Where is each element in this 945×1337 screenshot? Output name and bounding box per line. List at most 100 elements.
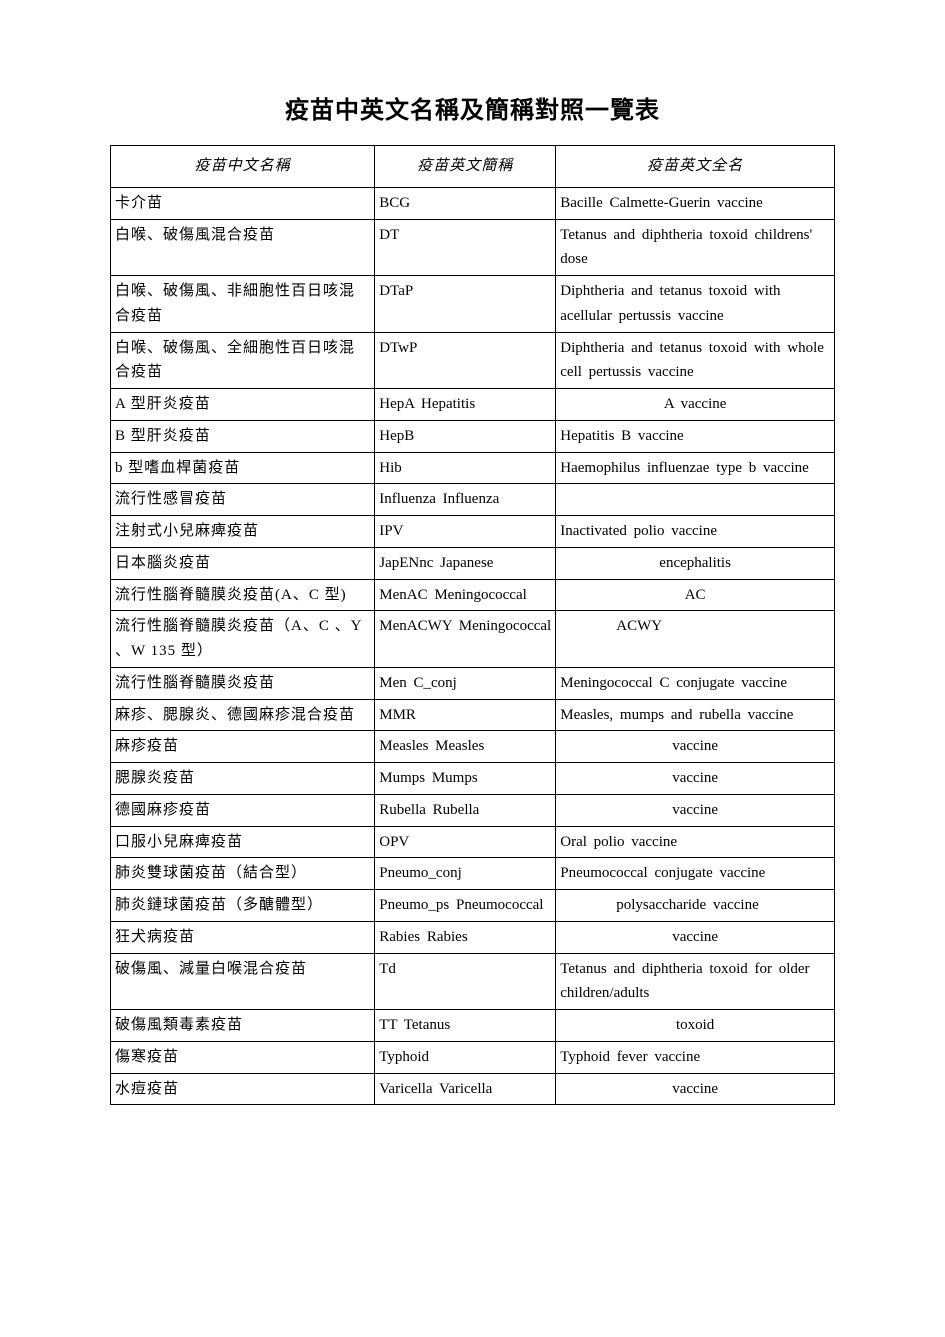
table-row: b 型嗜血桿菌疫苗HibHaemophilus influenzae type … xyxy=(111,452,835,484)
table-row: 流行性腦脊髓膜炎疫苗Men C_conjMeningococcal C conj… xyxy=(111,667,835,699)
cell-abbr: JapENnc Japanese xyxy=(375,547,556,579)
cell-full-name: polysaccharide vaccine xyxy=(556,890,835,922)
cell-abbr: DT xyxy=(375,219,556,276)
cell-abbr: Influenza Influenza xyxy=(375,484,556,516)
cell-cn-name: 流行性腦脊髓膜炎疫苗 xyxy=(111,667,375,699)
cell-full-name: vaccine xyxy=(556,794,835,826)
cell-cn-name: 德國麻疹疫苗 xyxy=(111,794,375,826)
cell-abbr: Mumps Mumps xyxy=(375,763,556,795)
cell-cn-name: A 型肝炎疫苗 xyxy=(111,389,375,421)
cell-cn-name: 麻疹疫苗 xyxy=(111,731,375,763)
table-row: 注射式小兒麻痺疫苗IPVInactivated polio vaccine xyxy=(111,516,835,548)
table-row: 卡介苗BCGBacille Calmette-Guerin vaccine xyxy=(111,187,835,219)
table-row: A 型肝炎疫苗HepA HepatitisA vaccine xyxy=(111,389,835,421)
cell-abbr: IPV xyxy=(375,516,556,548)
cell-cn-name: 流行性腦脊髓膜炎疫苗(A、C 型) xyxy=(111,579,375,611)
cell-full-name: A vaccine xyxy=(556,389,835,421)
cell-full-name: encephalitis xyxy=(556,547,835,579)
table-row: 日本腦炎疫苗JapENnc Japaneseencephalitis xyxy=(111,547,835,579)
table-row: 流行性腦脊髓膜炎疫苗（A、C 、Y 、W 135 型）MenACWY Menin… xyxy=(111,611,835,668)
table-row: 口服小兒麻痺疫苗OPVOral polio vaccine xyxy=(111,826,835,858)
table-row: 德國麻疹疫苗Rubella Rubellavaccine xyxy=(111,794,835,826)
table-header-row: 疫苗中文名稱 疫苗英文簡稱 疫苗英文全名 xyxy=(111,146,835,188)
cell-cn-name: 白喉、破傷風混合疫苗 xyxy=(111,219,375,276)
table-row: 腮腺炎疫苗Mumps Mumpsvaccine xyxy=(111,763,835,795)
cell-cn-name: 破傷風、減量白喉混合疫苗 xyxy=(111,953,375,1010)
table-row: 白喉、破傷風、非細胞性百日咳混合疫苗DTaPDiphtheria and tet… xyxy=(111,276,835,333)
cell-cn-name: 流行性感冒疫苗 xyxy=(111,484,375,516)
table-row: 破傷風、減量白喉混合疫苗TdTetanus and diphtheria tox… xyxy=(111,953,835,1010)
table-row: 傷寒疫苗TyphoidTyphoid fever vaccine xyxy=(111,1041,835,1073)
cell-abbr: DTwP xyxy=(375,332,556,389)
cell-cn-name: 白喉、破傷風、全細胞性百日咳混合疫苗 xyxy=(111,332,375,389)
cell-abbr: MMR xyxy=(375,699,556,731)
cell-full-name: Bacille Calmette-Guerin vaccine xyxy=(556,187,835,219)
cell-full-name: Typhoid fever vaccine xyxy=(556,1041,835,1073)
table-row: 流行性腦脊髓膜炎疫苗(A、C 型)MenAC MeningococcalAC xyxy=(111,579,835,611)
table-row: B 型肝炎疫苗HepBHepatitis B vaccine xyxy=(111,420,835,452)
cell-full-name: vaccine xyxy=(556,763,835,795)
cell-full-name: Meningococcal C conjugate vaccine xyxy=(556,667,835,699)
cell-abbr: Pneumo_ps Pneumococcal xyxy=(375,890,556,922)
cell-abbr: Typhoid xyxy=(375,1041,556,1073)
cell-full-name: ACWY xyxy=(556,611,835,668)
cell-abbr: DTaP xyxy=(375,276,556,333)
cell-full-name: Hepatitis B vaccine xyxy=(556,420,835,452)
table-row: 破傷風類毒素疫苗TT Tetanustoxoid xyxy=(111,1010,835,1042)
cell-full-name: Diphtheria and tetanus toxoid with acell… xyxy=(556,276,835,333)
cell-full-name: Inactivated polio vaccine xyxy=(556,516,835,548)
cell-cn-name: 破傷風類毒素疫苗 xyxy=(111,1010,375,1042)
cell-full-name: Oral polio vaccine xyxy=(556,826,835,858)
cell-abbr: BCG xyxy=(375,187,556,219)
cell-cn-name: 腮腺炎疫苗 xyxy=(111,763,375,795)
cell-full-name: toxoid xyxy=(556,1010,835,1042)
cell-full-name: Measles, mumps and rubella vaccine xyxy=(556,699,835,731)
cell-abbr: Measles Measles xyxy=(375,731,556,763)
cell-cn-name: 肺炎鏈球菌疫苗（多醣體型） xyxy=(111,890,375,922)
col-header-full: 疫苗英文全名 xyxy=(556,146,835,188)
cell-full-name: Diphtheria and tetanus toxoid with whole… xyxy=(556,332,835,389)
cell-cn-name: 流行性腦脊髓膜炎疫苗（A、C 、Y 、W 135 型） xyxy=(111,611,375,668)
cell-abbr: Men C_conj xyxy=(375,667,556,699)
cell-cn-name: 麻疹、腮腺炎、德國麻疹混合疫苗 xyxy=(111,699,375,731)
cell-abbr: Td xyxy=(375,953,556,1010)
cell-abbr: Pneumo_conj xyxy=(375,858,556,890)
cell-full-name: vaccine xyxy=(556,731,835,763)
cell-cn-name: 肺炎雙球菌疫苗（結合型） xyxy=(111,858,375,890)
col-header-abbr: 疫苗英文簡稱 xyxy=(375,146,556,188)
table-row: 白喉、破傷風混合疫苗DTTetanus and diphtheria toxoi… xyxy=(111,219,835,276)
cell-cn-name: 卡介苗 xyxy=(111,187,375,219)
cell-abbr: Hib xyxy=(375,452,556,484)
cell-cn-name: 白喉、破傷風、非細胞性百日咳混合疫苗 xyxy=(111,276,375,333)
page-title: 疫苗中英文名稱及簡稱對照一覽表 xyxy=(110,90,835,125)
table-row: 麻疹疫苗Measles Measlesvaccine xyxy=(111,731,835,763)
table-row: 流行性感冒疫苗Influenza Influenza xyxy=(111,484,835,516)
cell-abbr: HepB xyxy=(375,420,556,452)
cell-full-name: Haemophilus influenzae type b vaccine xyxy=(556,452,835,484)
cell-full-name: Tetanus and diphtheria toxoid childrens'… xyxy=(556,219,835,276)
cell-cn-name: 日本腦炎疫苗 xyxy=(111,547,375,579)
cell-full-name: vaccine xyxy=(556,1073,835,1105)
cell-abbr: MenAC Meningococcal xyxy=(375,579,556,611)
table-row: 麻疹、腮腺炎、德國麻疹混合疫苗MMRMeasles, mumps and rub… xyxy=(111,699,835,731)
cell-cn-name: b 型嗜血桿菌疫苗 xyxy=(111,452,375,484)
cell-abbr: HepA Hepatitis xyxy=(375,389,556,421)
cell-abbr: Rubella Rubella xyxy=(375,794,556,826)
cell-full-name: vaccine xyxy=(556,921,835,953)
table-row: 狂犬病疫苗Rabies Rabiesvaccine xyxy=(111,921,835,953)
table-row: 肺炎雙球菌疫苗（結合型）Pneumo_conjPneumococcal conj… xyxy=(111,858,835,890)
table-body: 卡介苗BCGBacille Calmette-Guerin vaccine白喉、… xyxy=(111,187,835,1105)
cell-cn-name: 水痘疫苗 xyxy=(111,1073,375,1105)
table-row: 水痘疫苗Varicella Varicellavaccine xyxy=(111,1073,835,1105)
cell-cn-name: 注射式小兒麻痺疫苗 xyxy=(111,516,375,548)
cell-full-name: Tetanus and diphtheria toxoid for older … xyxy=(556,953,835,1010)
cell-full-name xyxy=(556,484,835,516)
cell-full-name: Pneumococcal conjugate vaccine xyxy=(556,858,835,890)
cell-abbr: OPV xyxy=(375,826,556,858)
vaccine-table: 疫苗中文名稱 疫苗英文簡稱 疫苗英文全名 卡介苗BCGBacille Calme… xyxy=(110,145,835,1105)
table-row: 肺炎鏈球菌疫苗（多醣體型）Pneumo_ps Pneumococcalpolys… xyxy=(111,890,835,922)
cell-full-name: AC xyxy=(556,579,835,611)
cell-abbr: MenACWY Meningococcal xyxy=(375,611,556,668)
cell-cn-name: 口服小兒麻痺疫苗 xyxy=(111,826,375,858)
cell-cn-name: 傷寒疫苗 xyxy=(111,1041,375,1073)
